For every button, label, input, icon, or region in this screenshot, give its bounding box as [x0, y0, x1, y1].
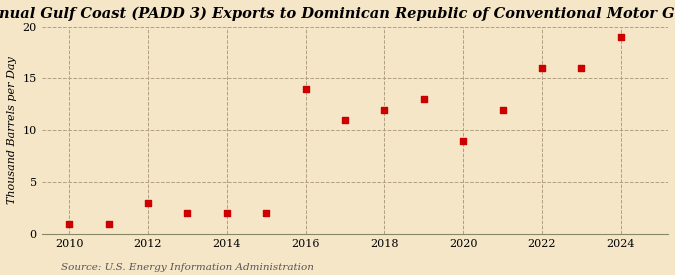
Point — [379, 107, 389, 112]
Title: Annual Gulf Coast (PADD 3) Exports to Dominican Republic of Conventional Motor G: Annual Gulf Coast (PADD 3) Exports to Do… — [0, 7, 675, 21]
Point — [458, 139, 468, 143]
Point — [182, 211, 193, 215]
Point — [221, 211, 232, 215]
Point — [142, 201, 153, 205]
Point — [103, 221, 114, 226]
Point — [64, 221, 75, 226]
Point — [418, 97, 429, 101]
Point — [537, 66, 547, 70]
Point — [261, 211, 271, 215]
Text: Source: U.S. Energy Information Administration: Source: U.S. Energy Information Administ… — [61, 263, 314, 272]
Point — [300, 87, 311, 91]
Point — [497, 107, 508, 112]
Point — [576, 66, 587, 70]
Point — [616, 35, 626, 39]
Y-axis label: Thousand Barrels per Day: Thousand Barrels per Day — [7, 56, 17, 204]
Point — [340, 118, 350, 122]
